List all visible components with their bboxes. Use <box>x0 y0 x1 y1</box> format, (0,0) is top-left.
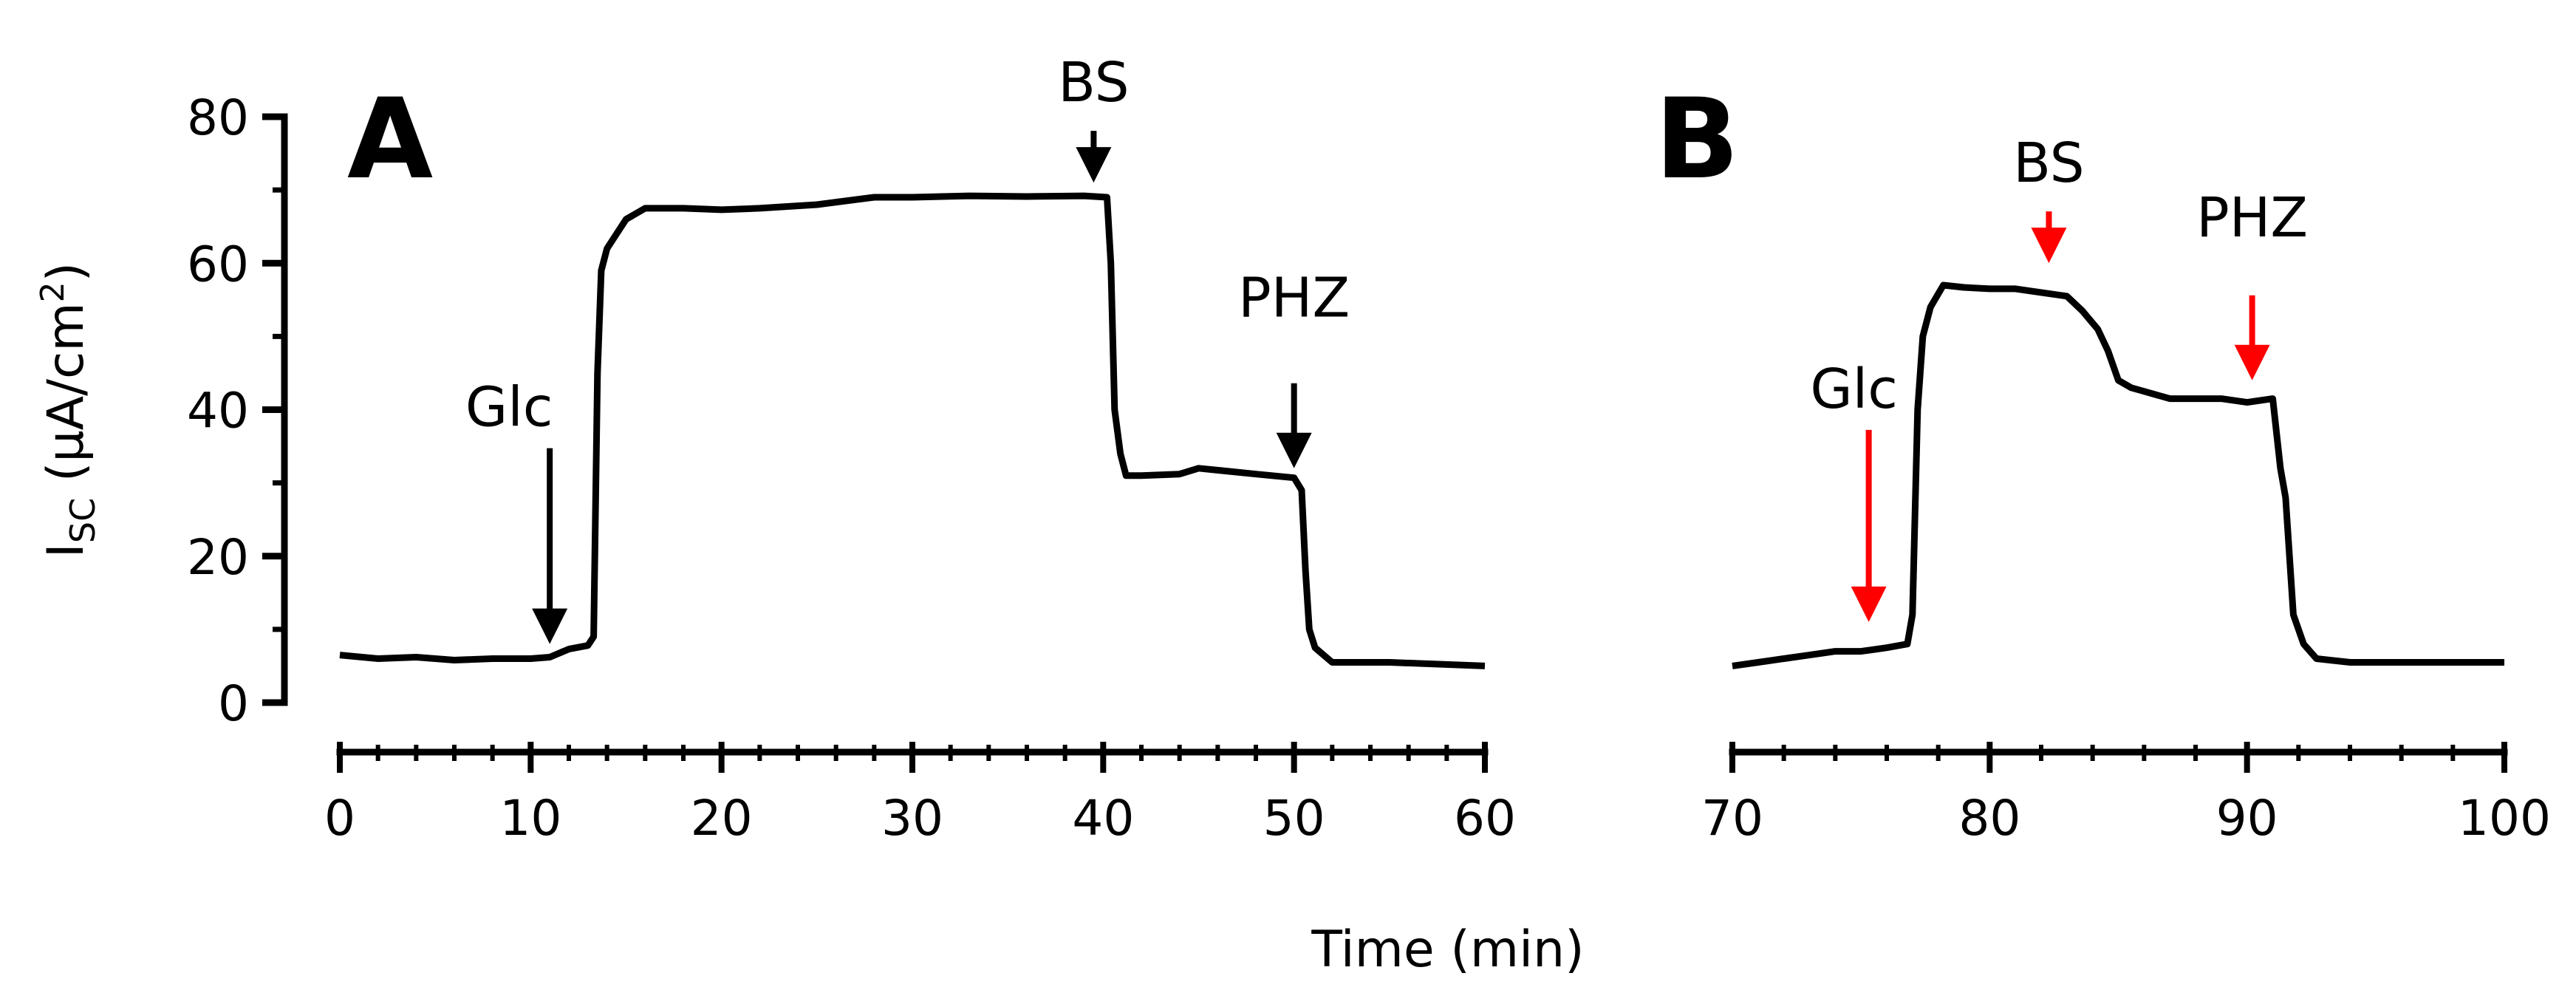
y-axis-title-sup: 2 <box>34 281 72 302</box>
y-axis-title-units: (µA/cm <box>37 302 95 497</box>
annotation-arrow-head <box>2031 228 2067 264</box>
annotation-arrow-head <box>2234 344 2270 380</box>
annotation-arrow-head <box>1851 586 1887 622</box>
x-tick-label: 100 <box>2458 790 2551 847</box>
y-axis-title-sub: SC <box>63 498 103 543</box>
annotation-label: BS <box>2013 132 2084 195</box>
x-tick-label: 60 <box>1454 790 1516 847</box>
x-tick-label: 90 <box>2216 790 2278 847</box>
x-tick-label: 40 <box>1072 790 1134 847</box>
annotation-label: Glc <box>1810 358 1898 421</box>
y-tick-label: 40 <box>187 383 249 440</box>
x-axis-title: Time (min) <box>1311 921 1584 979</box>
y-tick-label: 20 <box>187 529 249 586</box>
x-tick-label: 70 <box>1701 790 1763 847</box>
panel-A: 0 10 20 30 40 50 60 A Glc BS PHZ <box>324 51 1516 847</box>
annotation-arrow-head <box>1276 432 1312 468</box>
y-tick-label: 60 <box>187 236 249 293</box>
x-tick-label: 20 <box>691 790 753 847</box>
series-line <box>1732 281 2504 669</box>
y-axis-title: ISC (µA/cm2) <box>34 262 103 558</box>
panel-B: 70 80 90 100 B Glc BS PHZ <box>1655 75 2551 847</box>
y-tick-label: 80 <box>187 89 249 146</box>
x-tick-label: 10 <box>499 790 561 847</box>
annotation-label: BS <box>1058 51 1129 115</box>
panel-letter-A: A <box>347 75 433 204</box>
x-tick-label: 30 <box>881 790 943 847</box>
y-tick-label: 0 <box>218 675 249 732</box>
x-tick-label: 80 <box>1958 790 2020 847</box>
annotation-arrow-head <box>532 608 568 644</box>
annotation-label: Glc <box>465 376 553 440</box>
panel-letter-B: B <box>1655 75 1739 204</box>
y-axis-title-main: I <box>37 543 95 558</box>
x-tick-label: 0 <box>324 790 355 847</box>
annotation-label: PHZ <box>2196 186 2308 250</box>
x-tick-label: 50 <box>1263 790 1325 847</box>
series-line <box>339 192 1486 669</box>
y-axis-title-close: ) <box>37 262 95 282</box>
annotation-arrow-head <box>1076 147 1112 183</box>
annotation-label: PHZ <box>1238 267 1350 330</box>
